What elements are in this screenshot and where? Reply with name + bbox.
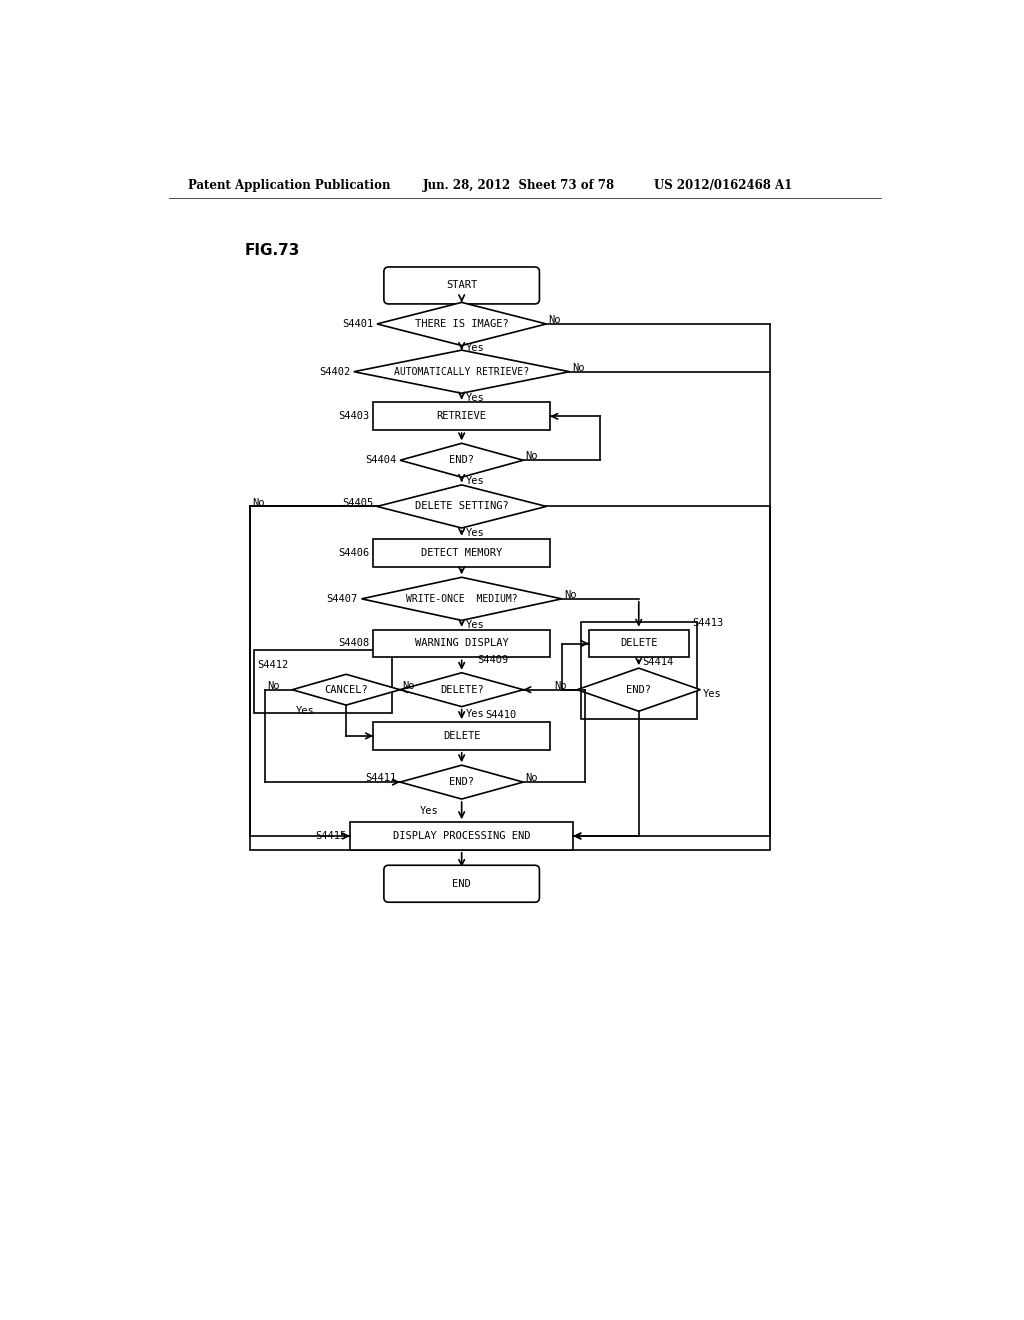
Text: S4404: S4404 xyxy=(365,455,396,465)
Text: US 2012/0162468 A1: US 2012/0162468 A1 xyxy=(654,178,793,191)
Bar xyxy=(373,539,550,566)
Polygon shape xyxy=(292,675,400,705)
Text: END: END xyxy=(453,879,471,888)
Text: S4411: S4411 xyxy=(365,774,396,783)
Text: DELETE SETTING?: DELETE SETTING? xyxy=(415,502,509,511)
Text: No: No xyxy=(525,451,538,462)
Text: END?: END? xyxy=(627,685,651,694)
Polygon shape xyxy=(361,577,562,620)
Polygon shape xyxy=(354,350,569,393)
Bar xyxy=(589,630,689,657)
FancyBboxPatch shape xyxy=(384,267,540,304)
Polygon shape xyxy=(400,444,523,478)
Text: S4403: S4403 xyxy=(338,412,370,421)
Polygon shape xyxy=(377,484,547,528)
Text: Yes: Yes xyxy=(466,343,484,352)
Bar xyxy=(581,622,696,719)
FancyBboxPatch shape xyxy=(384,866,540,903)
Text: Yes: Yes xyxy=(466,477,484,486)
Text: DELETE: DELETE xyxy=(443,731,480,741)
Text: S4410: S4410 xyxy=(484,710,516,721)
Text: S4408: S4408 xyxy=(338,639,370,648)
Text: S4406: S4406 xyxy=(338,548,370,557)
Text: No: No xyxy=(554,681,566,690)
Text: RETRIEVE: RETRIEVE xyxy=(436,412,486,421)
Text: START: START xyxy=(446,280,477,290)
Text: No: No xyxy=(549,315,561,325)
Text: S4405: S4405 xyxy=(342,498,373,508)
Text: Jun. 28, 2012  Sheet 73 of 78: Jun. 28, 2012 Sheet 73 of 78 xyxy=(423,178,615,191)
Text: No: No xyxy=(252,498,265,508)
Polygon shape xyxy=(377,302,547,346)
Text: S4412: S4412 xyxy=(257,660,289,671)
Text: S4413: S4413 xyxy=(692,618,724,628)
Bar xyxy=(350,822,573,850)
Text: FIG.73: FIG.73 xyxy=(245,243,300,259)
Bar xyxy=(373,403,550,430)
Text: CANCEL?: CANCEL? xyxy=(325,685,368,694)
Text: S4407: S4407 xyxy=(327,594,357,603)
Text: Yes: Yes xyxy=(466,709,484,719)
Text: Yes: Yes xyxy=(420,805,438,816)
Text: DELETE?: DELETE? xyxy=(439,685,483,694)
Text: DETECT MEMORY: DETECT MEMORY xyxy=(421,548,503,557)
Bar xyxy=(254,649,392,713)
Text: No: No xyxy=(402,681,415,690)
Text: WRITE-ONCE  MEDIUM?: WRITE-ONCE MEDIUM? xyxy=(406,594,517,603)
Text: S4414: S4414 xyxy=(643,656,674,667)
Text: No: No xyxy=(571,363,585,372)
Text: Yes: Yes xyxy=(296,706,314,717)
Polygon shape xyxy=(578,668,700,711)
Text: AUTOMATICALLY RETRIEVE?: AUTOMATICALLY RETRIEVE? xyxy=(394,367,529,376)
Text: DISPLAY PROCESSING END: DISPLAY PROCESSING END xyxy=(393,832,530,841)
Text: No: No xyxy=(525,774,538,783)
Text: Yes: Yes xyxy=(466,393,484,403)
Text: Yes: Yes xyxy=(702,689,722,698)
Bar xyxy=(373,722,550,750)
Text: S4415: S4415 xyxy=(315,832,346,841)
Text: No: No xyxy=(267,681,280,690)
Text: Patent Application Publication: Patent Application Publication xyxy=(188,178,391,191)
Text: Yes: Yes xyxy=(466,620,484,630)
Text: END?: END? xyxy=(450,777,474,787)
Text: S4409: S4409 xyxy=(477,655,508,665)
Text: S4401: S4401 xyxy=(342,319,373,329)
Polygon shape xyxy=(400,766,523,799)
Text: Yes: Yes xyxy=(466,528,484,539)
Text: DELETE: DELETE xyxy=(620,639,657,648)
Bar xyxy=(373,630,550,657)
Bar xyxy=(250,507,770,850)
Text: No: No xyxy=(564,590,577,601)
Text: WARNING DISPLAY: WARNING DISPLAY xyxy=(415,639,509,648)
Text: END?: END? xyxy=(450,455,474,465)
Text: S4402: S4402 xyxy=(318,367,350,376)
Text: THERE IS IMAGE?: THERE IS IMAGE? xyxy=(415,319,509,329)
Polygon shape xyxy=(400,673,523,706)
